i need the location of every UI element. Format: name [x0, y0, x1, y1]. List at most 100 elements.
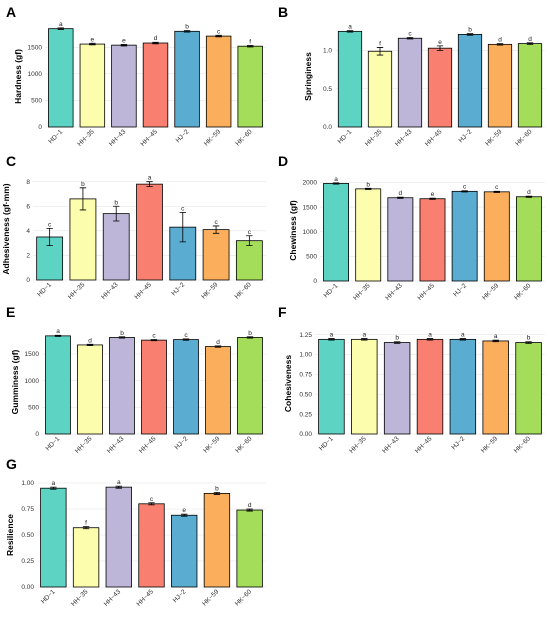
significance-label: b — [366, 181, 370, 188]
x-tick-label: HH−45 — [417, 282, 437, 302]
x-tick-label: HK−60 — [514, 128, 533, 147]
error-bar — [179, 212, 186, 243]
x-tick-label: HH−45 — [414, 435, 434, 455]
y-tick-label: 0.00 — [21, 584, 34, 591]
panel-letter: B — [278, 4, 288, 20]
y-axis-label: Chewiness (gf) — [288, 200, 298, 261]
x-tick-label: HK−60 — [234, 435, 253, 454]
error-bar — [393, 341, 401, 344]
error-bar — [183, 30, 191, 33]
x-tick-label: HH−43 — [100, 281, 120, 301]
significance-label: d — [399, 190, 403, 197]
bar — [72, 527, 100, 588]
y-tick-label: 0.50 — [21, 532, 34, 539]
significance-label: c — [217, 28, 221, 35]
error-bar — [526, 42, 534, 45]
x-tick-label: HH−35 — [348, 435, 368, 455]
significance-label: a — [362, 332, 366, 339]
bar — [141, 339, 167, 435]
panel-letter: E — [6, 304, 15, 320]
error-bar — [492, 339, 499, 343]
significance-label: a — [348, 24, 352, 31]
panel-letter: F — [278, 304, 287, 320]
error-bar — [246, 508, 253, 512]
x-tick-label: HD−1 — [318, 435, 335, 452]
x-tick-label: HH−45 — [140, 128, 160, 148]
bar — [482, 340, 509, 435]
x-tick-label: HH−43 — [384, 282, 404, 302]
error-bar — [365, 187, 372, 190]
bar — [419, 198, 446, 282]
x-tick-label: HH−35 — [76, 128, 96, 148]
y-tick-label: 0.25 — [21, 558, 34, 565]
x-tick-label: HH−35 — [74, 435, 94, 455]
significance-label: f — [379, 40, 381, 47]
x-tick-label: HK−59 — [203, 128, 222, 147]
x-tick-label: HH−35 — [364, 128, 384, 148]
error-bar — [361, 338, 368, 341]
y-tick-label: 1000 — [28, 71, 43, 78]
x-tick-label: HK−59 — [484, 128, 503, 147]
significance-label: d — [248, 502, 252, 509]
y-tick-label: 0.5 — [323, 86, 332, 93]
y-tick-label: 1.00 — [21, 480, 34, 487]
significance-label: e — [438, 39, 442, 46]
bar — [337, 30, 363, 128]
error-bar — [118, 336, 126, 339]
bar — [237, 337, 263, 435]
panel-b: B 0.0 0.5 1.0 Springiness a HD−1 f HH−35 c HH−43 e H… — [278, 4, 545, 148]
x-tick-label: HD−1 — [45, 435, 62, 452]
bar — [136, 183, 163, 281]
error-bar — [461, 190, 468, 193]
x-tick-label: HK−60 — [234, 128, 253, 147]
bar — [142, 42, 169, 128]
y-tick-label: 0.25 — [299, 411, 312, 418]
y-tick-label: 0 — [38, 124, 42, 131]
error-bar — [46, 227, 53, 246]
bar — [237, 45, 263, 128]
bar — [105, 486, 132, 588]
panel-letter: D — [278, 153, 288, 169]
error-bar — [466, 33, 474, 36]
y-tick-label: 1.25 — [299, 332, 312, 339]
x-tick-label: HH−45 — [136, 588, 156, 608]
bar — [205, 346, 231, 435]
bar — [138, 503, 165, 588]
y-tick-label: 1000 — [303, 229, 318, 236]
significance-label: b — [114, 199, 118, 206]
bar — [205, 35, 232, 128]
error-bar — [406, 37, 414, 40]
x-tick-label: HK−60 — [234, 281, 253, 300]
error-bar — [212, 225, 220, 234]
y-axis-label: Springiness — [303, 52, 313, 101]
error-bar — [82, 526, 90, 530]
error-bar — [346, 30, 354, 33]
x-tick-label: HJ−2 — [172, 588, 188, 604]
error-bar — [50, 486, 57, 490]
error-bar — [182, 338, 190, 341]
y-tick-label: 0 — [26, 277, 30, 284]
y-tick-label: 0.50 — [299, 391, 312, 398]
significance-label: e — [182, 507, 186, 514]
x-tick-label: HJ−2 — [174, 435, 190, 451]
significance-label: e — [91, 36, 95, 43]
x-tick-label: HH−35 — [67, 281, 87, 301]
significance-label: b — [468, 27, 472, 34]
significance-label: a — [494, 333, 498, 340]
error-bar — [397, 196, 404, 199]
significance-label: a — [56, 328, 60, 335]
significance-label: a — [461, 332, 465, 339]
significance-label: d — [216, 339, 220, 346]
y-tick-label: 500 — [31, 98, 42, 105]
bar — [318, 338, 345, 435]
bar — [203, 492, 231, 588]
error-bar — [213, 491, 221, 495]
y-tick-label: 6 — [26, 203, 30, 210]
bar — [383, 342, 411, 435]
x-tick-label: HH−45 — [138, 435, 158, 455]
significance-label: a — [148, 175, 152, 182]
y-tick-label: 4 — [26, 228, 30, 235]
y-tick-label: 500 — [28, 405, 39, 412]
y-axis-label: Resilience — [5, 514, 15, 556]
